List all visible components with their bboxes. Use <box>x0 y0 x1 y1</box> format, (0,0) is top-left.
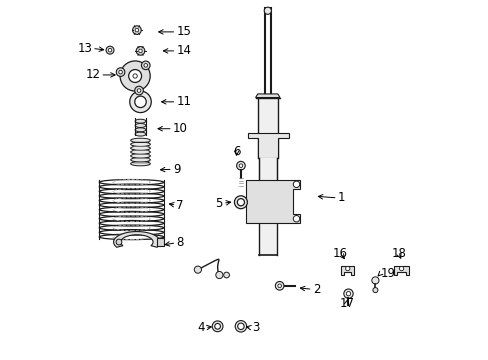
Polygon shape <box>257 98 277 158</box>
Circle shape <box>120 61 150 91</box>
Circle shape <box>293 216 299 222</box>
Circle shape <box>136 46 144 55</box>
Text: 9: 9 <box>172 163 180 176</box>
Text: 1: 1 <box>337 192 345 204</box>
Ellipse shape <box>130 146 150 150</box>
Polygon shape <box>113 231 160 247</box>
Text: 15: 15 <box>176 26 191 39</box>
Circle shape <box>108 48 112 52</box>
Circle shape <box>237 323 244 329</box>
Circle shape <box>194 266 201 273</box>
Circle shape <box>236 161 244 170</box>
Circle shape <box>346 292 350 296</box>
Circle shape <box>132 26 141 35</box>
Circle shape <box>141 61 150 69</box>
Ellipse shape <box>135 119 145 123</box>
Circle shape <box>106 46 114 54</box>
Circle shape <box>128 69 142 82</box>
Text: 11: 11 <box>176 95 191 108</box>
Text: 2: 2 <box>312 283 320 296</box>
Circle shape <box>372 288 377 293</box>
Circle shape <box>237 199 244 206</box>
Circle shape <box>345 266 349 271</box>
Circle shape <box>139 49 142 53</box>
Circle shape <box>143 64 147 67</box>
Circle shape <box>399 266 403 271</box>
Circle shape <box>212 321 223 332</box>
Circle shape <box>129 91 151 113</box>
Text: 13: 13 <box>77 42 92 55</box>
Ellipse shape <box>130 138 150 143</box>
Ellipse shape <box>135 123 145 127</box>
Circle shape <box>343 289 352 298</box>
Text: 18: 18 <box>390 247 406 260</box>
Circle shape <box>223 272 229 278</box>
Circle shape <box>371 277 378 284</box>
Ellipse shape <box>130 150 150 154</box>
Text: 10: 10 <box>172 122 187 135</box>
Ellipse shape <box>130 142 150 147</box>
Polygon shape <box>341 266 353 275</box>
Text: 8: 8 <box>176 236 183 249</box>
Circle shape <box>234 196 247 209</box>
Text: 14: 14 <box>176 44 191 57</box>
Ellipse shape <box>130 154 150 158</box>
Circle shape <box>235 320 246 332</box>
Text: 6: 6 <box>232 145 240 158</box>
Circle shape <box>277 284 281 288</box>
Text: 3: 3 <box>251 321 259 334</box>
Circle shape <box>116 68 124 76</box>
Polygon shape <box>255 94 280 98</box>
Polygon shape <box>247 134 289 158</box>
Circle shape <box>116 239 122 245</box>
Polygon shape <box>246 180 300 223</box>
Circle shape <box>135 28 139 32</box>
Text: 17: 17 <box>339 297 353 310</box>
Polygon shape <box>156 238 163 246</box>
Polygon shape <box>258 158 276 255</box>
Circle shape <box>275 282 284 290</box>
Circle shape <box>137 89 141 93</box>
Ellipse shape <box>135 128 145 132</box>
Polygon shape <box>132 140 148 164</box>
Circle shape <box>133 74 137 78</box>
Text: 7: 7 <box>176 199 183 212</box>
Circle shape <box>214 323 220 329</box>
Text: 4: 4 <box>197 321 204 334</box>
Circle shape <box>293 181 299 188</box>
Circle shape <box>239 164 242 167</box>
Ellipse shape <box>130 162 150 166</box>
Ellipse shape <box>130 158 150 162</box>
Text: 16: 16 <box>332 247 347 260</box>
Circle shape <box>134 86 143 95</box>
Circle shape <box>135 96 146 108</box>
Text: 12: 12 <box>85 68 100 81</box>
Ellipse shape <box>135 132 145 136</box>
Circle shape <box>264 7 271 14</box>
Polygon shape <box>394 266 408 275</box>
Circle shape <box>131 72 139 80</box>
Text: 19: 19 <box>380 267 395 280</box>
Text: 5: 5 <box>215 197 223 210</box>
Circle shape <box>215 271 223 279</box>
Circle shape <box>119 70 122 74</box>
